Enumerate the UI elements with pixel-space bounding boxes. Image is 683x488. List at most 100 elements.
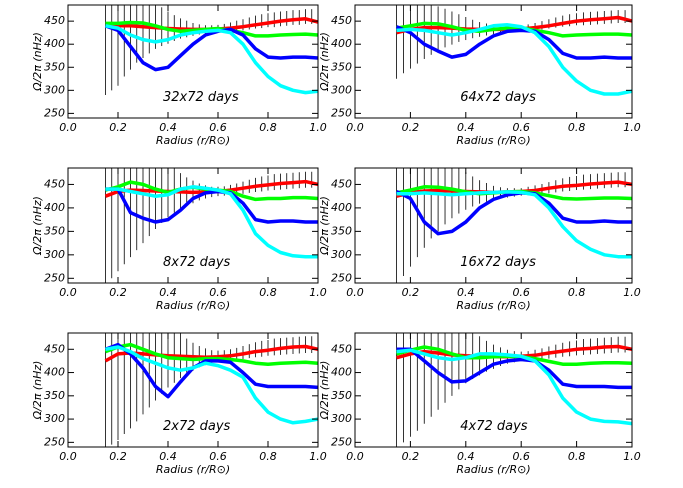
x-tick-label: 0.0	[346, 450, 364, 463]
x-axis-label: Radius (r/R⊙)	[456, 299, 530, 312]
y-tick-label: 350	[331, 60, 352, 73]
y-tick-label: 450	[331, 14, 352, 27]
x-tick-label: 0.2	[109, 450, 127, 463]
plot-area	[104, 5, 318, 95]
x-tick-label: 0.6	[512, 286, 530, 299]
series-line	[396, 23, 632, 96]
x-tick-label: 0.4	[159, 450, 177, 463]
x-tick-label: 1.0	[309, 121, 327, 134]
y-tick-label: 350	[331, 389, 352, 402]
x-tick-label: 0.2	[402, 121, 420, 134]
y-tick-label: 400	[44, 201, 65, 214]
y-tick-label: 400	[331, 37, 352, 50]
series-line	[396, 21, 632, 38]
series-line	[104, 342, 318, 366]
panel: 250 300 350 400 450 0.0 0.2 0.4 0.6 0.8 1.0 Radius …	[318, 4, 641, 147]
y-tick-label: 350	[44, 224, 65, 237]
x-tick-label: 1.0	[623, 286, 641, 299]
x-axis-label: Radius (r/R⊙)	[156, 463, 230, 476]
y-tick-label: 350	[44, 389, 65, 402]
x-tick-label: 0.6	[512, 121, 530, 134]
y-tick-label: 450	[331, 177, 352, 190]
y-tick-label: 250	[331, 435, 352, 448]
series-line	[105, 345, 318, 425]
y-tick-label: 250	[44, 106, 65, 119]
y-tick-label: 400	[331, 366, 352, 379]
axes-box	[67, 4, 319, 119]
series-line	[396, 348, 632, 426]
y-axis-label: Ω/2π (nHz)	[31, 32, 44, 92]
axes-box	[67, 332, 319, 448]
series-line	[395, 25, 632, 60]
x-tick-label: 1.0	[309, 450, 327, 463]
series-line	[104, 24, 318, 72]
panel: 250 300 350 400 450 0.0 0.2 0.4 0.6 0.8 1.0 Radius …	[318, 167, 641, 312]
annotation: 8x72 days	[163, 255, 231, 270]
x-tick-label: 1.0	[623, 450, 641, 463]
y-tick-label: 350	[331, 224, 352, 237]
series-line	[105, 185, 318, 259]
y-tick-label: 350	[44, 60, 65, 73]
x-tick-label: 0.4	[159, 286, 177, 299]
panel: 250 300 350 400 450 0.0 0.2 0.4 0.6 0.8 1.0 Radius …	[31, 167, 327, 312]
x-tick-label: 0.4	[457, 121, 475, 134]
y-axis-label: Ω/2π (nHz)	[318, 32, 331, 92]
plot-area	[395, 5, 632, 96]
x-tick-label: 0.4	[457, 286, 475, 299]
axes-box	[354, 167, 633, 284]
y-tick-label: 300	[331, 83, 352, 96]
y-tick-label: 400	[331, 201, 352, 214]
y-axis-label: Ω/2π (nHz)	[31, 196, 44, 256]
x-tick-label: 1.0	[623, 121, 641, 134]
x-axis-label: Radius (r/R⊙)	[156, 299, 230, 312]
x-tick-label: 0.8	[568, 286, 586, 299]
series-line	[105, 20, 318, 38]
x-tick-label: 0.0	[346, 121, 364, 134]
axes-box	[67, 167, 319, 284]
x-axis-label: Radius (r/R⊙)	[156, 134, 230, 147]
y-tick-label: 250	[331, 271, 352, 284]
series-line	[104, 342, 318, 399]
y-tick-label: 450	[44, 177, 65, 190]
x-tick-label: 0.0	[59, 121, 77, 134]
x-tick-label: 0.2	[402, 450, 420, 463]
x-tick-label: 0.8	[259, 121, 277, 134]
annotation: 16x72 days	[460, 255, 536, 270]
x-tick-label: 0.6	[512, 450, 530, 463]
x-tick-label: 0.8	[568, 121, 586, 134]
series-line	[396, 190, 632, 259]
x-tick-label: 0.0	[59, 286, 77, 299]
y-tick-label: 400	[44, 366, 65, 379]
annotation: 2x72 days	[163, 419, 231, 434]
panel: 250 300 350 400 450 0.0 0.2 0.4 0.6 0.8 1.0 Radius …	[318, 332, 641, 476]
x-tick-label: 0.6	[209, 450, 227, 463]
x-tick-label: 0.0	[59, 450, 77, 463]
panel: 250 300 350 400 450 0.0 0.2 0.4 0.6 0.8 1.0 Radius …	[31, 4, 327, 147]
y-tick-label: 450	[44, 14, 65, 27]
x-tick-label: 0.6	[209, 286, 227, 299]
axes-box	[354, 332, 633, 448]
plot-area	[104, 333, 318, 447]
y-tick-label: 250	[331, 106, 352, 119]
y-axis-label: Ω/2π (nHz)	[318, 196, 331, 256]
axes-box	[354, 4, 633, 119]
y-tick-label: 300	[44, 248, 65, 261]
annotation: 64x72 days	[460, 90, 536, 105]
x-tick-label: 0.2	[402, 286, 420, 299]
y-axis-label: Ω/2π (nHz)	[318, 361, 331, 421]
plot-area	[104, 168, 318, 283]
y-tick-label: 450	[44, 342, 65, 355]
plot-area	[396, 333, 632, 447]
panel: 250 300 350 400 450 0.0 0.2 0.4 0.6 0.8 1.0 Radius …	[31, 332, 327, 476]
series-line	[105, 187, 318, 224]
y-tick-label: 300	[44, 83, 65, 96]
x-axis-label: Radius (r/R⊙)	[456, 134, 530, 147]
x-tick-label: 0.4	[159, 121, 177, 134]
y-tick-label: 300	[331, 248, 352, 261]
annotation: 32x72 days	[163, 90, 239, 105]
plot-area	[395, 168, 632, 283]
x-tick-label: 0.2	[109, 286, 127, 299]
x-axis-label: Radius (r/R⊙)	[456, 463, 530, 476]
